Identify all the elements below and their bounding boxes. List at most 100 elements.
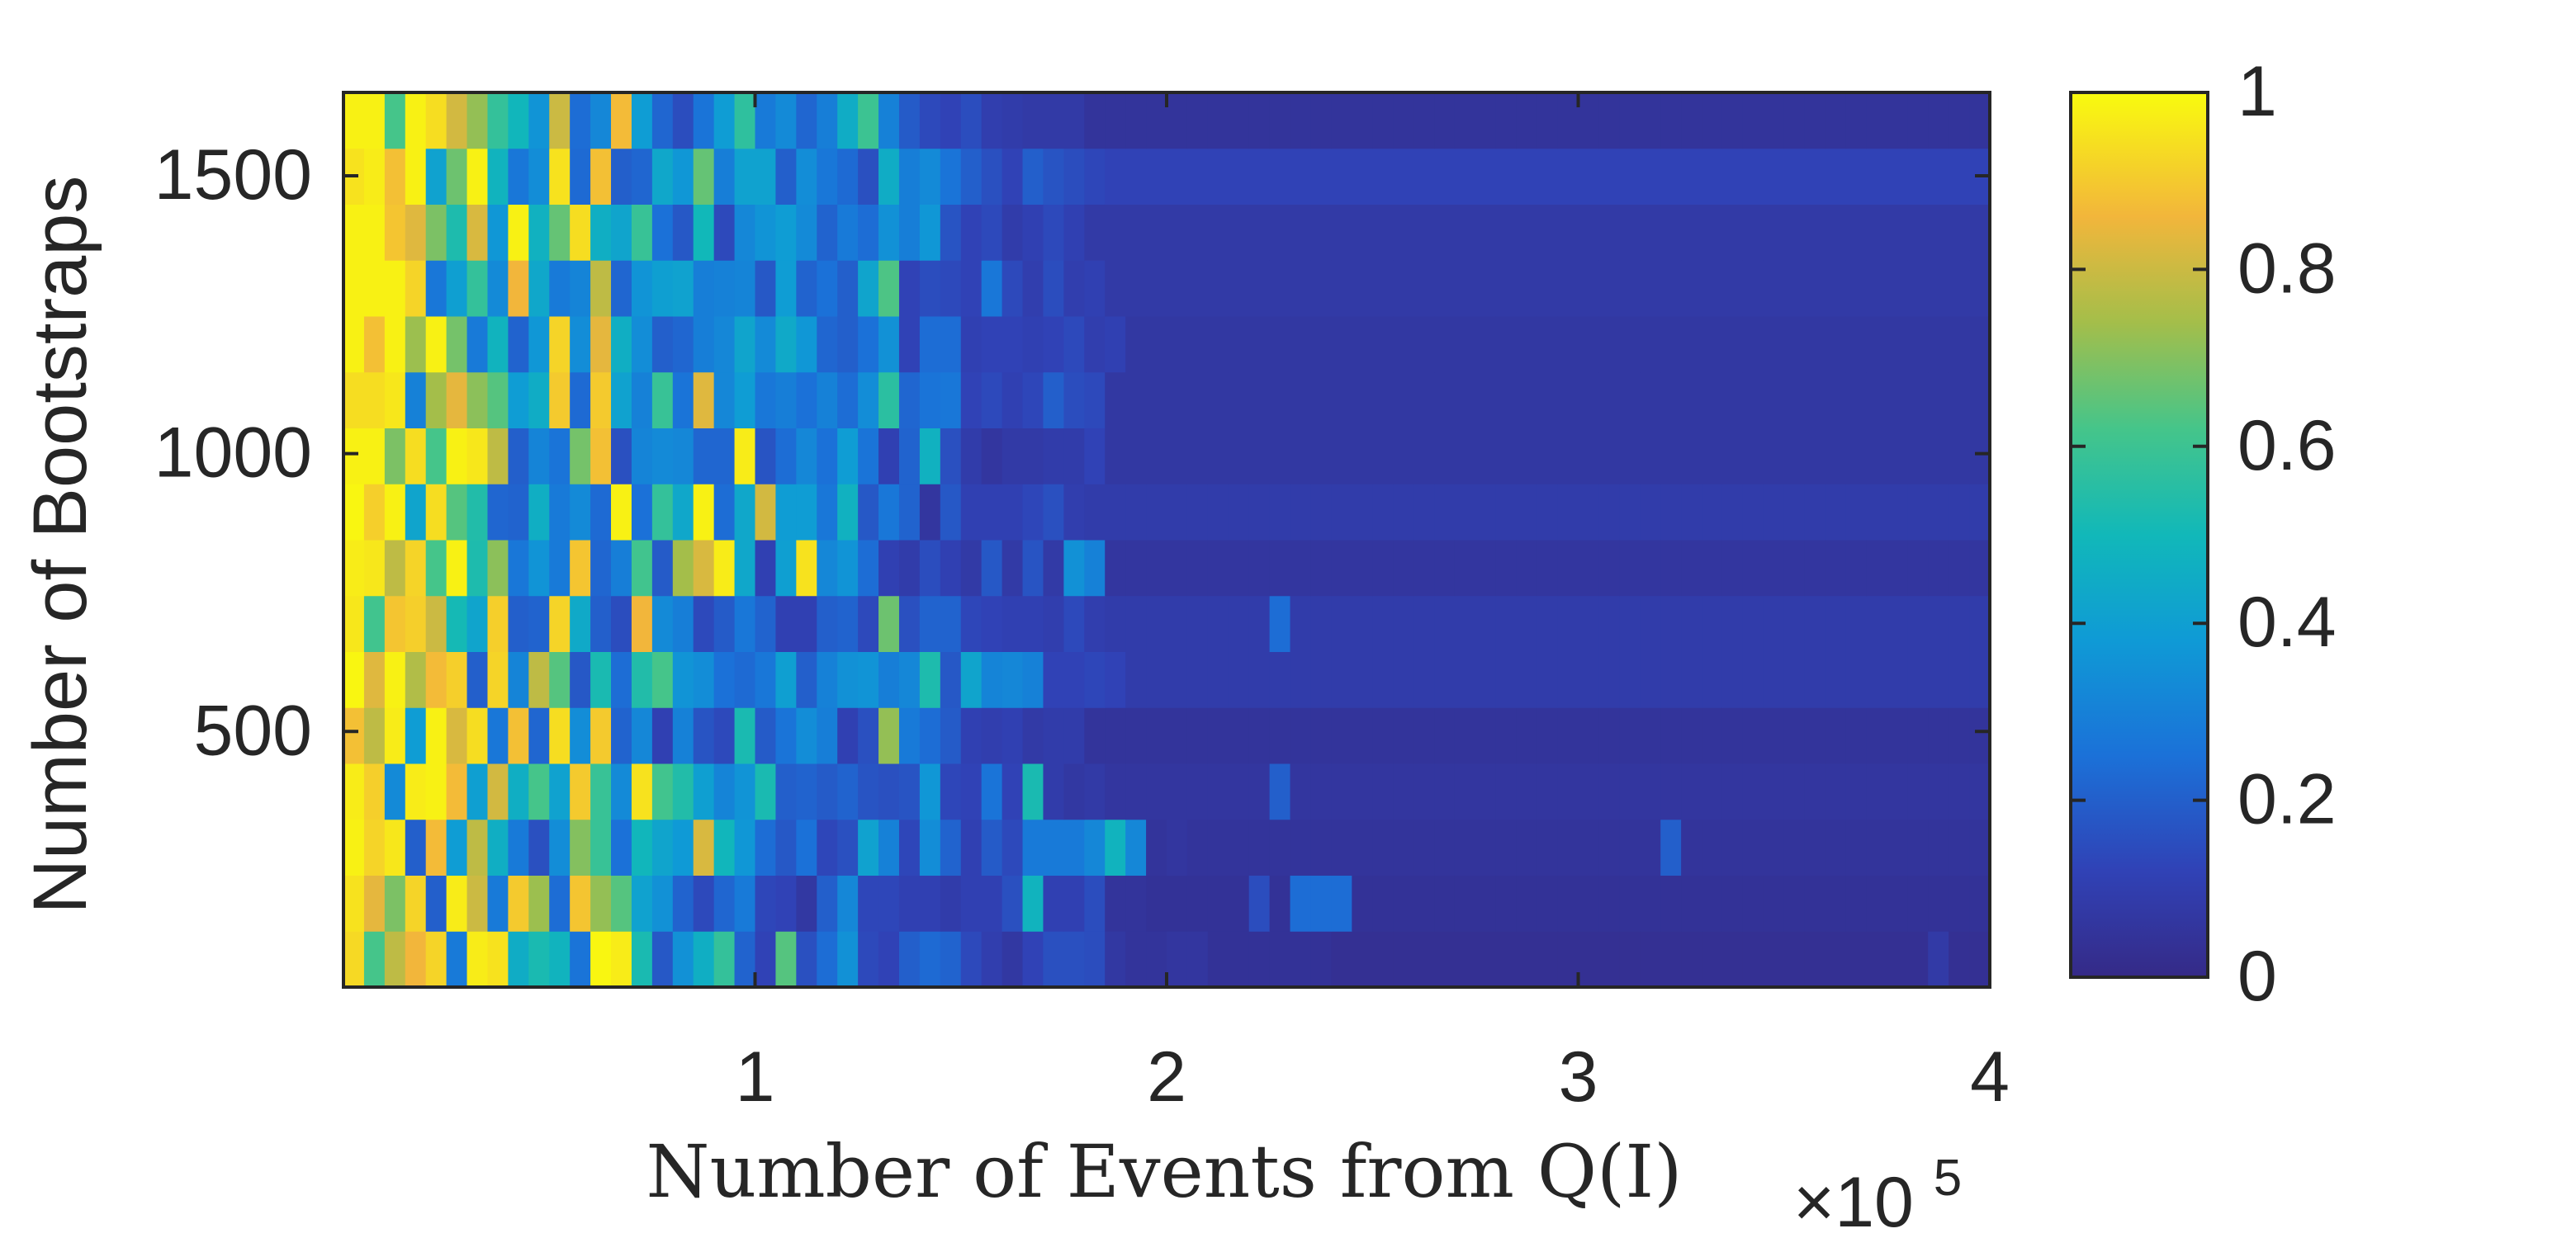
heatmap-cell: [1721, 428, 1744, 484]
heatmap-cell: [1845, 819, 1867, 876]
heatmap-cell: [898, 595, 921, 652]
heatmap-cell: [405, 819, 427, 876]
heatmap-cell: [528, 92, 550, 149]
heatmap-cell: [672, 651, 694, 708]
heatmap-cell: [1619, 651, 1641, 708]
heatmap-cell: [1228, 260, 1250, 317]
heatmap-cell: [1598, 371, 1620, 428]
heatmap-cell: [1084, 204, 1106, 261]
heatmap-cell: [425, 260, 447, 317]
heatmap-cell: [837, 204, 859, 261]
heatmap-cell: [466, 316, 488, 373]
x-tick-label: 2: [1147, 1037, 1186, 1117]
heatmap-cell: [1969, 484, 1991, 541]
heatmap-cell: [1537, 540, 1559, 597]
heatmap-cell: [693, 819, 715, 876]
heatmap-cell: [713, 819, 736, 876]
heatmap-cell: [1928, 92, 1949, 149]
heatmap-cell: [487, 371, 509, 428]
heatmap-cell: [1186, 204, 1209, 261]
heatmap-cell: [878, 931, 900, 988]
heatmap-cell: [1557, 316, 1579, 373]
heatmap-cell: [1043, 371, 1064, 428]
heatmap-cell: [672, 260, 694, 317]
heatmap-cell: [384, 540, 406, 597]
heatmap-cell: [1186, 707, 1209, 764]
heatmap-cell: [1475, 371, 1497, 428]
heatmap-cell: [1887, 875, 1908, 932]
heatmap-cell: [1578, 819, 1599, 876]
heatmap-cell: [1619, 819, 1641, 876]
heatmap-cell: [1702, 204, 1723, 261]
heatmap-cell: [1969, 875, 1991, 932]
heatmap-cell: [446, 428, 468, 484]
heatmap-cell: [1352, 875, 1373, 932]
heatmap-cell: [1434, 92, 1456, 149]
heatmap-cell: [1002, 651, 1024, 708]
heatmap-cell: [1783, 875, 1806, 932]
heatmap-cell: [1949, 651, 1970, 708]
heatmap-cell: [446, 595, 468, 652]
heatmap-cell: [1742, 540, 1764, 597]
heatmap-cell: [1763, 316, 1785, 373]
y-axis-label: Number of Bootstraps: [18, 176, 102, 914]
heatmap-cell: [1454, 819, 1476, 876]
heatmap-cell: [1660, 148, 1682, 205]
heatmap-cell: [1105, 819, 1126, 876]
heatmap-cell: [1228, 148, 1250, 205]
heatmap-cell: [1557, 148, 1579, 205]
heatmap-cell: [611, 651, 632, 708]
heatmap-cell: [1352, 92, 1373, 149]
heatmap-cell: [1393, 931, 1414, 988]
heatmap-cell: [1742, 595, 1764, 652]
heatmap-cell: [734, 148, 755, 205]
heatmap-cell: [1146, 428, 1167, 484]
heatmap-cell: [898, 260, 921, 317]
heatmap-cell: [1763, 371, 1785, 428]
heatmap-cell: [1742, 875, 1764, 932]
heatmap-cell: [384, 707, 406, 764]
heatmap-cell: [775, 428, 797, 484]
heatmap-cell: [508, 92, 529, 149]
heatmap-cell: [1887, 931, 1908, 988]
heatmap-cell: [1248, 651, 1271, 708]
heatmap-cell: [1928, 540, 1949, 597]
heatmap-cell: [363, 484, 386, 541]
heatmap-cell: [508, 931, 529, 988]
heatmap-cell: [1598, 148, 1620, 205]
heatmap-cell: [590, 595, 612, 652]
heatmap-cell: [1516, 148, 1538, 205]
heatmap-cell: [363, 204, 386, 261]
heatmap-cell: [611, 148, 632, 205]
x-axis-exponent-power: 5: [1934, 1150, 1962, 1207]
heatmap-cell: [631, 819, 653, 876]
heatmap-cell: [405, 148, 427, 205]
heatmap-cell: [1721, 819, 1744, 876]
heatmap-cell: [775, 540, 797, 597]
heatmap-cell: [1475, 260, 1497, 317]
heatmap-cell: [796, 540, 817, 597]
heatmap-cell: [1763, 651, 1785, 708]
heatmap-cell: [508, 148, 529, 205]
heatmap-cell: [1495, 595, 1518, 652]
heatmap-cell: [1413, 428, 1435, 484]
heatmap-cell: [1845, 763, 1867, 820]
heatmap-cell: [1125, 148, 1147, 205]
heatmap-cell: [1721, 931, 1744, 988]
y-tick-label: 500: [194, 691, 313, 770]
heatmap-cell: [817, 316, 838, 373]
heatmap-cell: [1310, 819, 1332, 876]
heatmap-cell: [570, 484, 591, 541]
heatmap-cell: [549, 931, 571, 988]
heatmap-cell: [1516, 595, 1538, 652]
heatmap-cell: [343, 875, 365, 932]
heatmap-cell: [1043, 931, 1064, 988]
heatmap-cell: [343, 540, 365, 597]
heatmap-cell: [837, 875, 859, 932]
heatmap-cell: [1969, 428, 1991, 484]
heatmap-cell: [1907, 763, 1929, 820]
heatmap-cell: [755, 651, 776, 708]
heatmap-cell: [1887, 651, 1908, 708]
heatmap-cell: [713, 707, 736, 764]
heatmap-cell: [755, 316, 776, 373]
